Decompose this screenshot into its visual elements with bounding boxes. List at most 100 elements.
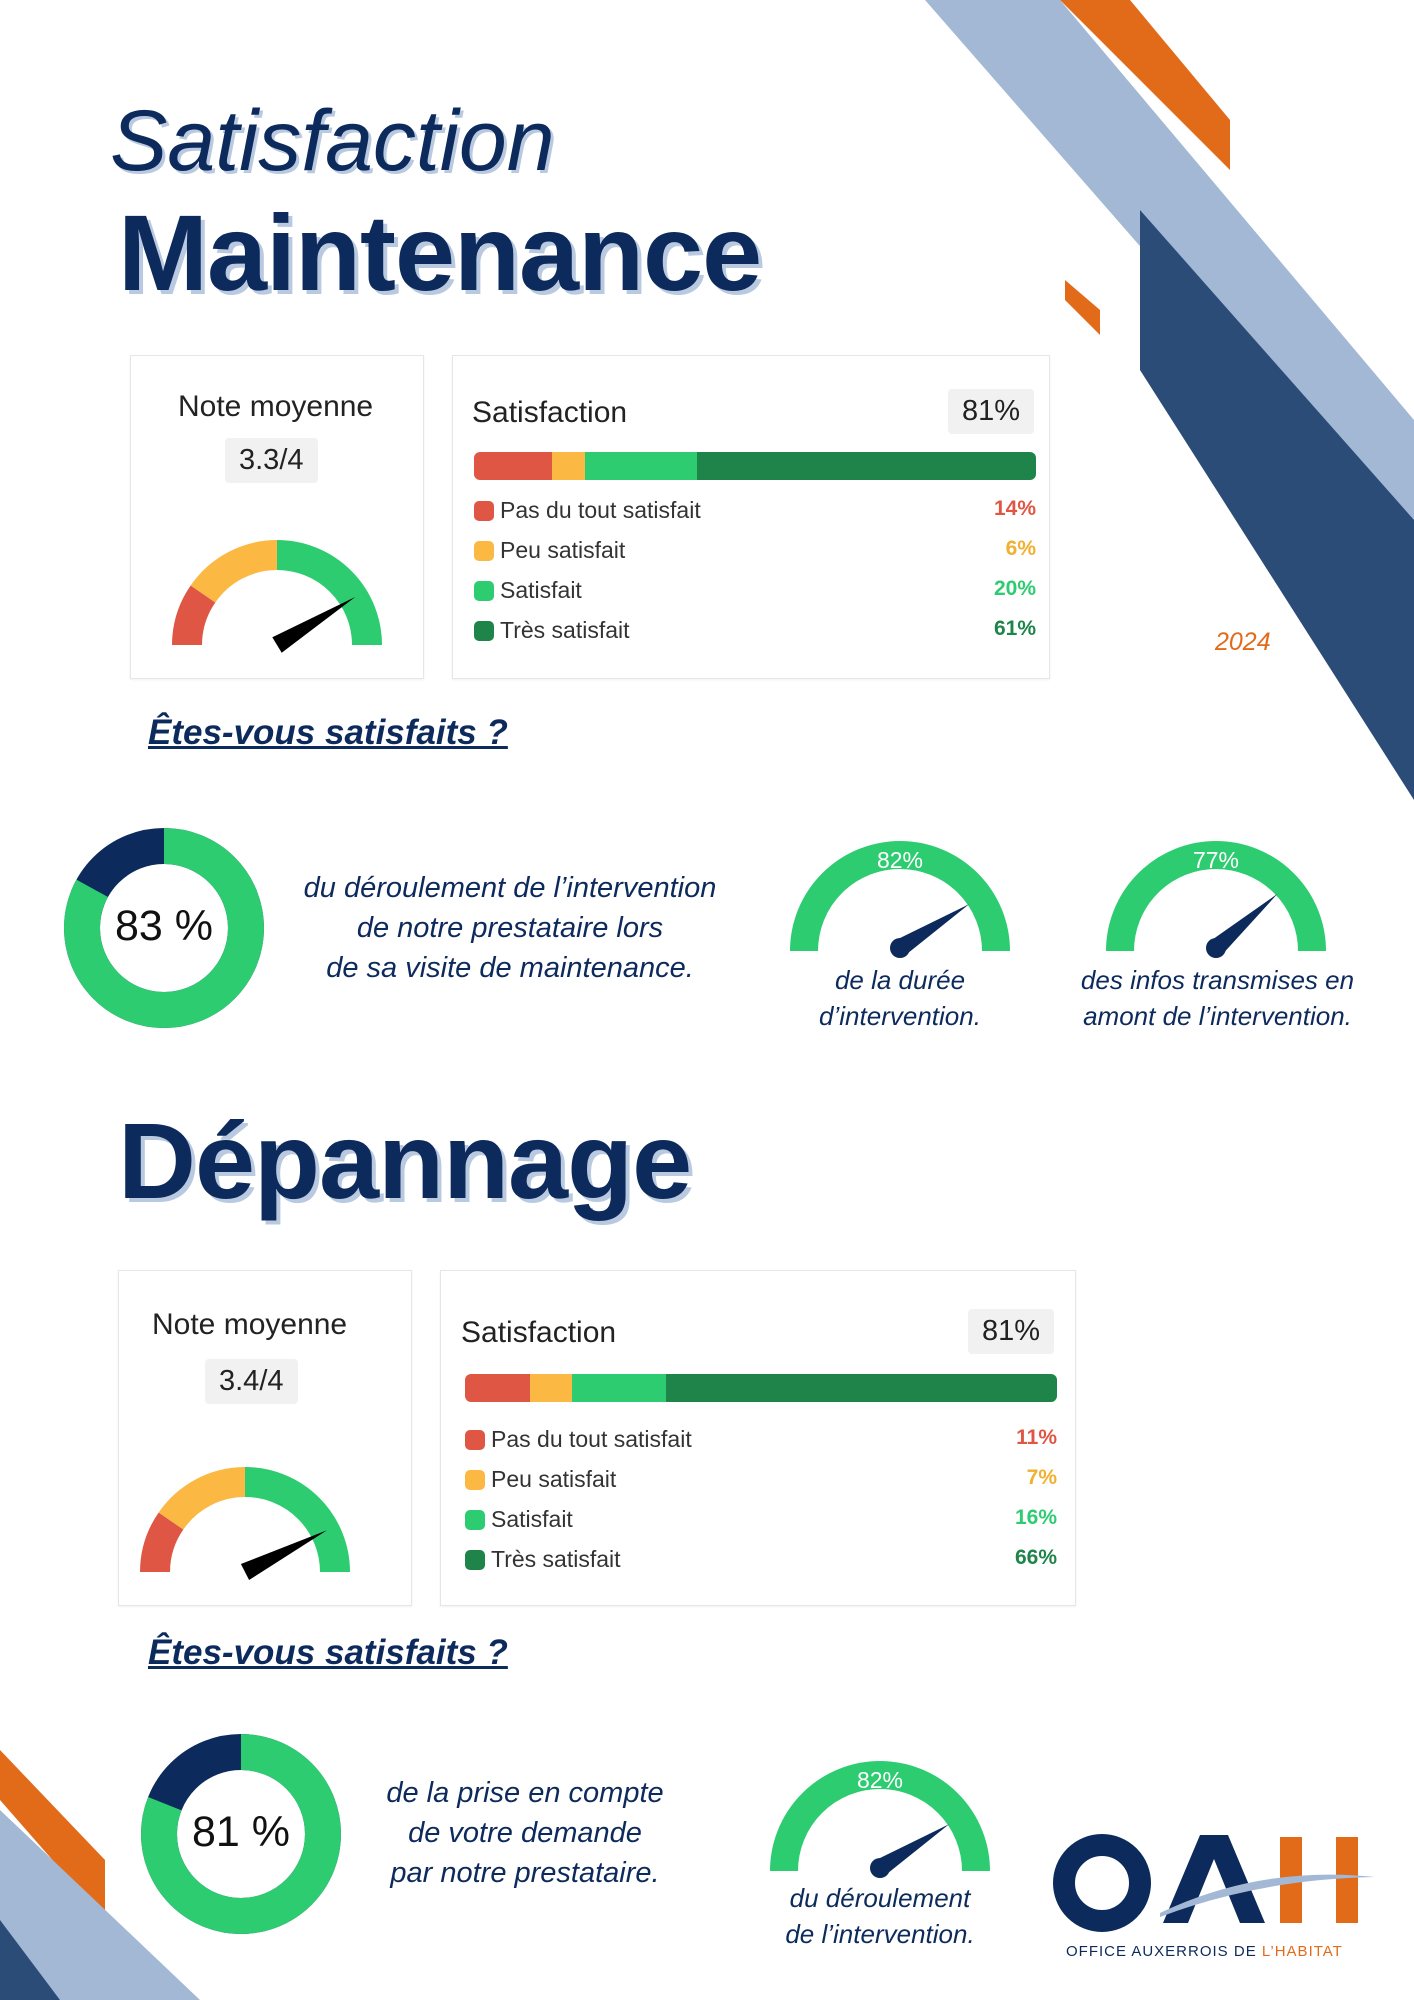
legend-percent: 20% [993,577,1036,600]
legend-label: Très satisfait [491,1546,621,1572]
satisfaction-title: Satisfaction [461,1316,617,1349]
legend-row: Peu satisfait 7% [465,1464,1057,1498]
satisfaction-card-depannage: Satisfaction 81% Pas du tout satisfait 11… [440,1270,1076,1606]
legend-swatch [465,1430,485,1450]
donut-desc-line: de notre prestataire lors [356,912,664,944]
gauge-duree [790,841,1010,958]
note-gauge [172,540,382,653]
donut-chart-maintenance [64,828,264,1028]
legend-label: Satisfait [500,577,582,603]
gauge-value: 77% [1192,847,1240,873]
bar-segment [530,1374,572,1402]
gauge-desc-line: de la durée [834,965,966,995]
donut-desc-line: par notre prestataire. [390,1857,660,1889]
gauge-desc-line: amont de l’intervention. [1083,1001,1352,1031]
legend-label: Pas du tout satisfait [500,497,701,523]
bar-segment [551,452,586,480]
gauge-needle [272,596,356,653]
gauge-yellow-segment [158,1467,246,1530]
legend-swatch [474,581,494,601]
year-label: 2024 [1215,628,1271,656]
gauge-desc-line: d’intervention. [819,1001,981,1031]
gauge-needle [875,1824,950,1876]
legend-label: Peu satisfait [500,537,626,563]
legend-label: Satisfait [491,1506,573,1532]
satisfaction-legend: Pas du tout satisfait 14% Peu satisfait 6% S… [474,495,1036,665]
donut-desc-line: de la prise en compte [386,1777,664,1809]
legend-swatch [465,1550,485,1570]
gauge-desc-line: de l’intervention. [785,1919,975,1949]
gauge-yellow-segment [190,540,278,603]
legend-swatch [465,1470,485,1490]
legend-percent: 14% [993,497,1036,520]
legend-row: Pas du tout satisfait 11% [465,1424,1057,1458]
donut-desc-line: du déroulement de l’intervention [303,872,717,904]
question-heading-maintenance: Êtes-vous satisfaits ? [148,713,508,752]
satisfaction-total: 81% [968,1309,1055,1354]
donut-description: du déroulement de l’intervention de notr… [260,868,760,988]
satisfaction-stacked-bar [474,452,1036,480]
bar-segment [666,1374,1057,1402]
logo-letter-o [1053,1834,1151,1932]
gauge-red-segment [172,585,216,646]
donut-arc [64,828,264,1028]
bar-segment [585,452,697,480]
note-moyenne-card-depannage: Note moyenne 3.4/4 [118,1270,412,1606]
bar-segment [465,1374,531,1402]
legend-row: Pas du tout satisfait 14% [474,495,1036,529]
note-gauge [140,1467,350,1580]
oah-logo-mark [1053,1834,1375,1932]
gauge-hub [890,938,910,958]
gauge-arc [770,1761,990,1872]
orange-accent-top [1065,280,1100,335]
gauge-needle [240,1530,327,1580]
question-heading-depannage: Êtes-vous satisfaits ? [148,1633,508,1672]
legend-label: Très satisfait [500,617,630,643]
donut-arc [141,1734,341,1934]
gauge-description: des infos transmises en amont de l’inter… [1050,962,1385,1034]
satisfaction-stacked-bar [465,1374,1057,1402]
gauge-hub [1206,938,1226,958]
gauge-needle [895,904,970,956]
legend-row: Satisfait 16% [465,1504,1057,1538]
gauge-arc [1106,841,1326,952]
gauge-description: du déroulement de l’intervention. [750,1880,1010,1952]
gauge-description: de la durée d’intervention. [770,962,1030,1034]
legend-row: Très satisfait 61% [474,615,1036,649]
legend-label: Peu satisfait [491,1466,617,1492]
gauge-deroulement [770,1761,990,1878]
gauge-green-segment [276,540,382,646]
donut-value: 83 % [114,902,213,950]
legend-swatch [474,541,494,561]
donut-desc-line: de votre demande [408,1817,642,1849]
navy-stripe-top [1140,210,1414,800]
orange-stripe-bottom [0,1750,105,1920]
bar-segment [696,452,1036,480]
legend-percent: 6% [1005,537,1036,560]
legend-row: Satisfait 20% [474,575,1036,609]
page-title-maintenance: Maintenance [118,192,762,313]
legend-percent: 66% [1014,1546,1057,1569]
gauge-value: 82% [856,1767,904,1793]
gauge-desc-line: du déroulement [789,1883,971,1913]
logo-swoosh [1160,1874,1375,1917]
page-title-line1: Satisfaction [110,93,555,189]
note-moyenne-title: Note moyenne [178,390,374,423]
donut-value: 81 % [191,1808,290,1856]
donut-description: de la prise en compte de votre demande p… [335,1773,715,1893]
gauge-hub [870,1858,890,1878]
legend-swatch [474,621,494,641]
logo-subtitle: OFFICE AUXERROIS DE L’HABITAT [1066,1943,1343,1960]
logo-subtitle-main: OFFICE AUXERROIS DE [1066,1943,1262,1960]
note-moyenne-card-maintenance: Note moyenne 3.3/4 [130,355,424,679]
legend-percent: 61% [993,617,1036,640]
oah-logo: OFFICE AUXERROIS DE L’HABITAT [1050,1825,1380,1970]
legend-percent: 11% [1016,1426,1057,1449]
orange-stripe-top [1060,0,1230,170]
legend-label: Pas du tout satisfait [491,1426,692,1452]
gauge-needle [1210,893,1278,955]
logo-letter-h-right [1336,1837,1358,1923]
satisfaction-legend: Pas du tout satisfait 11% Peu satisfait 7% S… [465,1424,1057,1594]
donut-chart-depannage [141,1734,341,1934]
gauge-arc [790,841,1010,952]
